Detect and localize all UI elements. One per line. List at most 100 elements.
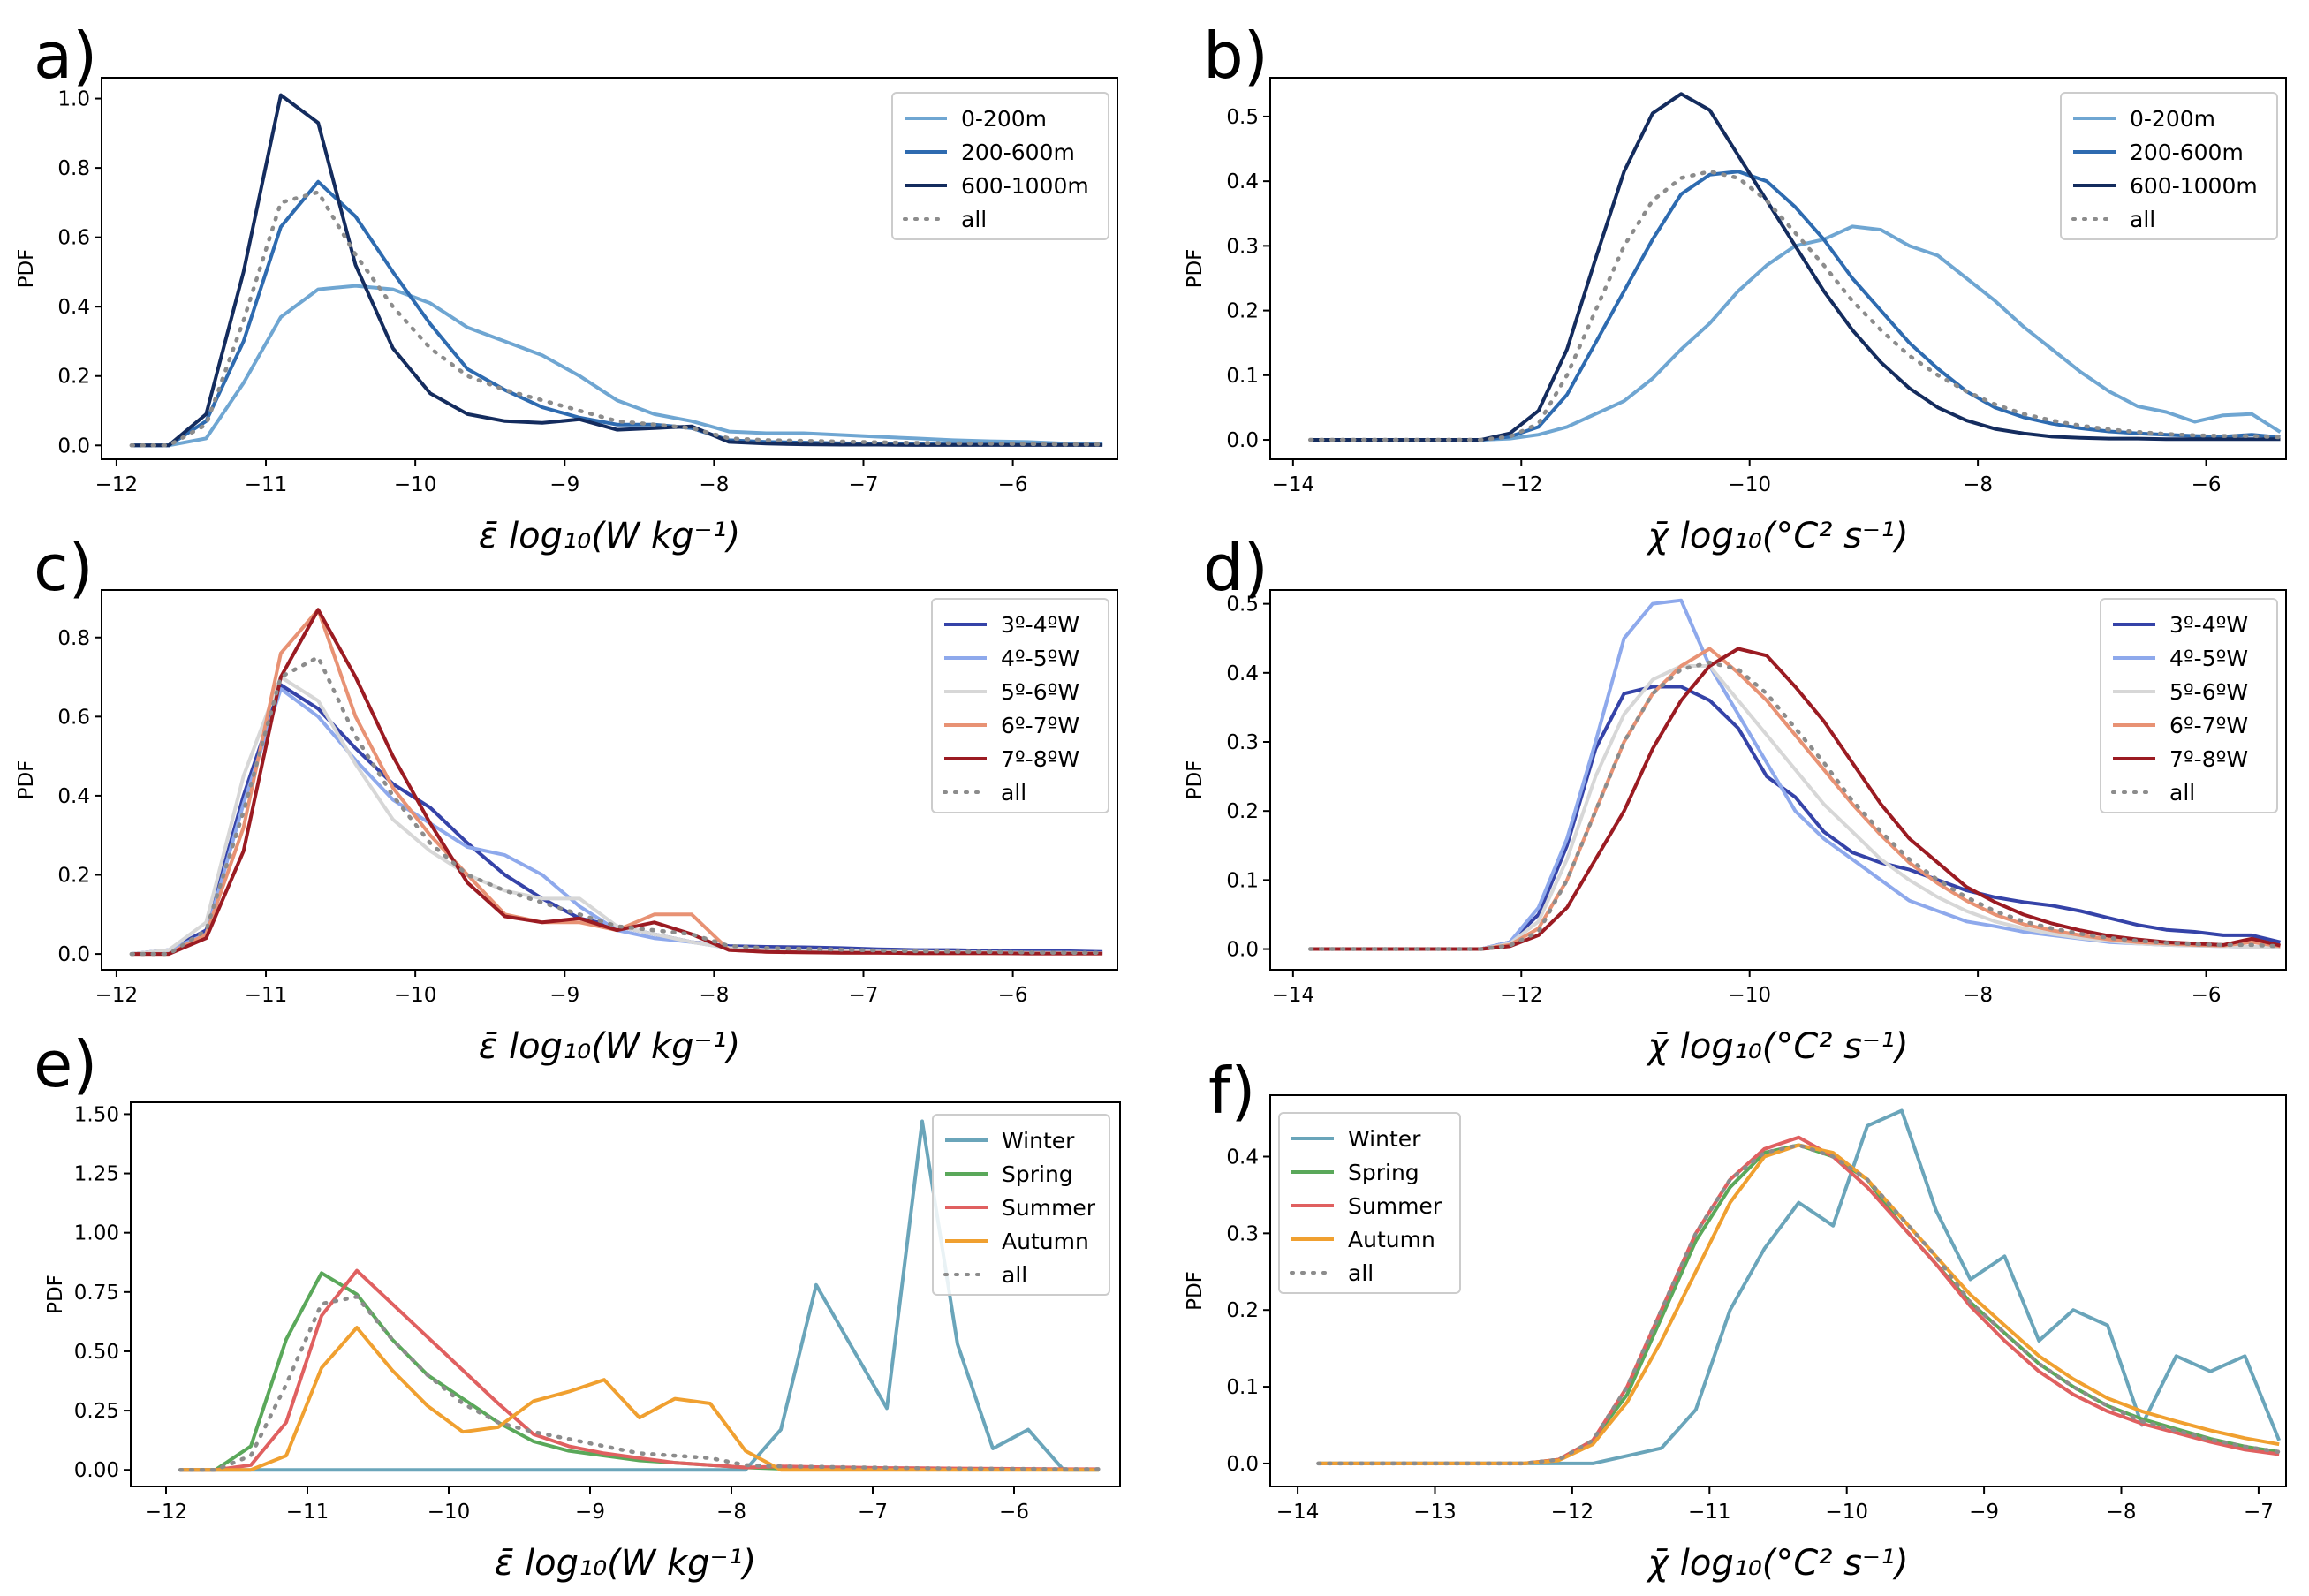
y-tick-label: 0.1 bbox=[1226, 365, 1259, 388]
x-tick-label: −10 bbox=[428, 1501, 471, 1524]
y-axis-label: PDF bbox=[1184, 760, 1207, 800]
y-tick-label: 0.4 bbox=[1226, 1146, 1259, 1169]
y-tick-label: 1.25 bbox=[74, 1163, 119, 1186]
y-tick-label: 0.2 bbox=[1226, 1299, 1259, 1322]
x-tick-label: −10 bbox=[1728, 984, 1771, 1007]
x-tick-label: −8 bbox=[2107, 1501, 2137, 1524]
legend-label: Winter bbox=[1002, 1128, 1075, 1154]
y-axis-label: PDF bbox=[44, 1275, 67, 1314]
x-tick-label: −11 bbox=[245, 984, 288, 1007]
series-line-all bbox=[129, 190, 1105, 448]
legend-label: all bbox=[961, 207, 987, 232]
legend-label: Autumn bbox=[1002, 1229, 1089, 1254]
panel-a: a) −12 −11 −10 −9 −8 −7 −6 0.0 0.2 0.4 0.6 0.8 1.0 PDF… bbox=[15, 19, 1118, 556]
x-axis-label: ε̄ log₁₀(W kg⁻¹) bbox=[495, 1543, 757, 1584]
series-line-spring bbox=[1318, 1143, 2280, 1465]
legend-label: Autumn bbox=[1348, 1227, 1435, 1252]
y-tick-label: 1.00 bbox=[74, 1222, 119, 1245]
legend-label: 3º-4ºW bbox=[1001, 612, 1079, 638]
x-tick-label: −8 bbox=[1963, 984, 1993, 1007]
x-tick-label: −12 bbox=[95, 473, 139, 496]
series-line-all bbox=[1316, 1143, 2282, 1466]
legend-box bbox=[1278, 1112, 1461, 1294]
x-axis-label: χ̄ log₁₀(°C² s⁻¹) bbox=[1646, 516, 1908, 556]
panel-b: b) −14 −12 −10 −8 −6 0.0 0.1 0.2 0.3 0.4 0.5 PDF χ̄ l… bbox=[1184, 19, 2287, 556]
panel-e: e) −12 −11 −10 −9 −8 −7 −6 0.00 0.25 0.50 0.75 1.00 1… bbox=[34, 1027, 1121, 1584]
x-tick-label: −8 bbox=[1963, 473, 1993, 496]
panel-d: d) −14 −12 −10 −8 −6 0.0 0.1 0.2 0.3 0.4 0.5 PDF χ̄ l… bbox=[1184, 531, 2287, 1067]
series-line-600-1000m bbox=[131, 93, 1103, 448]
axes-frame bbox=[101, 77, 1118, 460]
y-axis-label: PDF bbox=[15, 760, 38, 800]
y-tick-label: 0.0 bbox=[1226, 429, 1259, 452]
legend-label: 0-200m bbox=[961, 106, 1047, 132]
legend: Winter Spring Summer Autumn all bbox=[932, 1114, 1110, 1296]
legend-label: Winter bbox=[1348, 1126, 1421, 1152]
y-tick-label: 0.4 bbox=[1226, 662, 1259, 685]
x-tick-label: −11 bbox=[286, 1501, 329, 1524]
x-tick-label: −7 bbox=[2244, 1501, 2274, 1524]
panel-letter: c) bbox=[34, 531, 94, 605]
legend-label: 200-600m bbox=[961, 140, 1075, 165]
x-tick-label: −6 bbox=[998, 984, 1028, 1007]
legend-label: 4º-5ºW bbox=[2169, 646, 2248, 671]
axes-frame bbox=[1269, 1094, 2287, 1487]
x-tick-label: −7 bbox=[849, 984, 879, 1007]
legend-label: Summer bbox=[1348, 1193, 1442, 1219]
y-tick-label: 0.2 bbox=[1226, 800, 1259, 823]
legend: Winter Spring Summer Autumn all bbox=[1278, 1112, 1461, 1294]
series-line-all bbox=[1307, 660, 2283, 951]
y-tick-label: 0.25 bbox=[74, 1400, 119, 1423]
legend-label: all bbox=[2130, 207, 2155, 232]
legend-label: 5º-6ºW bbox=[1001, 679, 1079, 705]
x-tick-label: −12 bbox=[95, 984, 139, 1007]
x-tick-label: −8 bbox=[716, 1501, 746, 1524]
x-tick-label: −8 bbox=[699, 984, 729, 1007]
legend: 0-200m 200-600m 600-1000m all bbox=[891, 92, 1109, 240]
legend-label: all bbox=[1001, 780, 1026, 806]
legend-box bbox=[891, 92, 1109, 240]
y-tick-label: 0.3 bbox=[1226, 235, 1259, 258]
legend-label: 200-600m bbox=[2130, 140, 2244, 165]
legend-label: all bbox=[1002, 1262, 1027, 1288]
series-line-all bbox=[178, 1294, 1102, 1472]
x-tick-label: −9 bbox=[575, 1501, 605, 1524]
y-tick-label: 0.5 bbox=[1226, 594, 1259, 616]
legend-label: 6º-7ºW bbox=[1001, 713, 1079, 738]
x-tick-label: −10 bbox=[394, 984, 437, 1007]
legend-label: 6º-7ºW bbox=[2169, 713, 2248, 738]
legend-label: 600-1000m bbox=[961, 173, 1089, 199]
y-tick-label: 0.0 bbox=[57, 943, 90, 966]
series-line-all bbox=[1307, 169, 2283, 442]
y-axis-label: PDF bbox=[1184, 249, 1207, 289]
x-tick-label: −11 bbox=[1688, 1501, 1731, 1524]
x-tick-label: −14 bbox=[1276, 1501, 1320, 1524]
legend: 3º-4ºW 4º-5ºW 5º-6ºW 6º-7ºW 7º-8ºW all bbox=[2100, 598, 2278, 813]
y-tick-label: 0.0 bbox=[1226, 1453, 1259, 1476]
legend-label: 7º-8ºW bbox=[2169, 746, 2248, 772]
y-tick-label: 0.8 bbox=[57, 157, 90, 180]
x-tick-label: −10 bbox=[1825, 1501, 1868, 1524]
y-tick-label: 0.4 bbox=[1226, 170, 1259, 193]
panel-letter: b) bbox=[1203, 19, 1268, 93]
y-tick-label: 0.5 bbox=[1226, 106, 1259, 129]
panel-c: c) −12 −11 −10 −9 −8 −7 −6 0.0 0.2 0.4 0.6 0.8 PDF ε̄ … bbox=[15, 531, 1118, 1067]
x-tick-label: −14 bbox=[1272, 984, 1315, 1007]
x-tick-label: −8 bbox=[699, 473, 729, 496]
series-line-summer bbox=[180, 1268, 1099, 1472]
y-tick-label: 0.2 bbox=[57, 366, 90, 389]
y-tick-label: 0.0 bbox=[57, 435, 90, 458]
x-axis-label: ε̄ log₁₀(W kg⁻¹) bbox=[479, 516, 741, 556]
x-tick-label: −10 bbox=[394, 473, 437, 496]
y-tick-label: 0.2 bbox=[57, 865, 90, 888]
panel-letter: d) bbox=[1203, 531, 1268, 605]
legend-label: 0-200m bbox=[2130, 106, 2215, 132]
y-tick-label: 0.50 bbox=[74, 1341, 119, 1364]
x-tick-label: −14 bbox=[1272, 473, 1315, 496]
y-tick-label: 1.50 bbox=[74, 1103, 119, 1126]
y-tick-label: 0.3 bbox=[1226, 731, 1259, 754]
axes-frame bbox=[101, 589, 1118, 971]
y-tick-label: 0.4 bbox=[57, 785, 90, 808]
legend-box bbox=[932, 1114, 1110, 1296]
